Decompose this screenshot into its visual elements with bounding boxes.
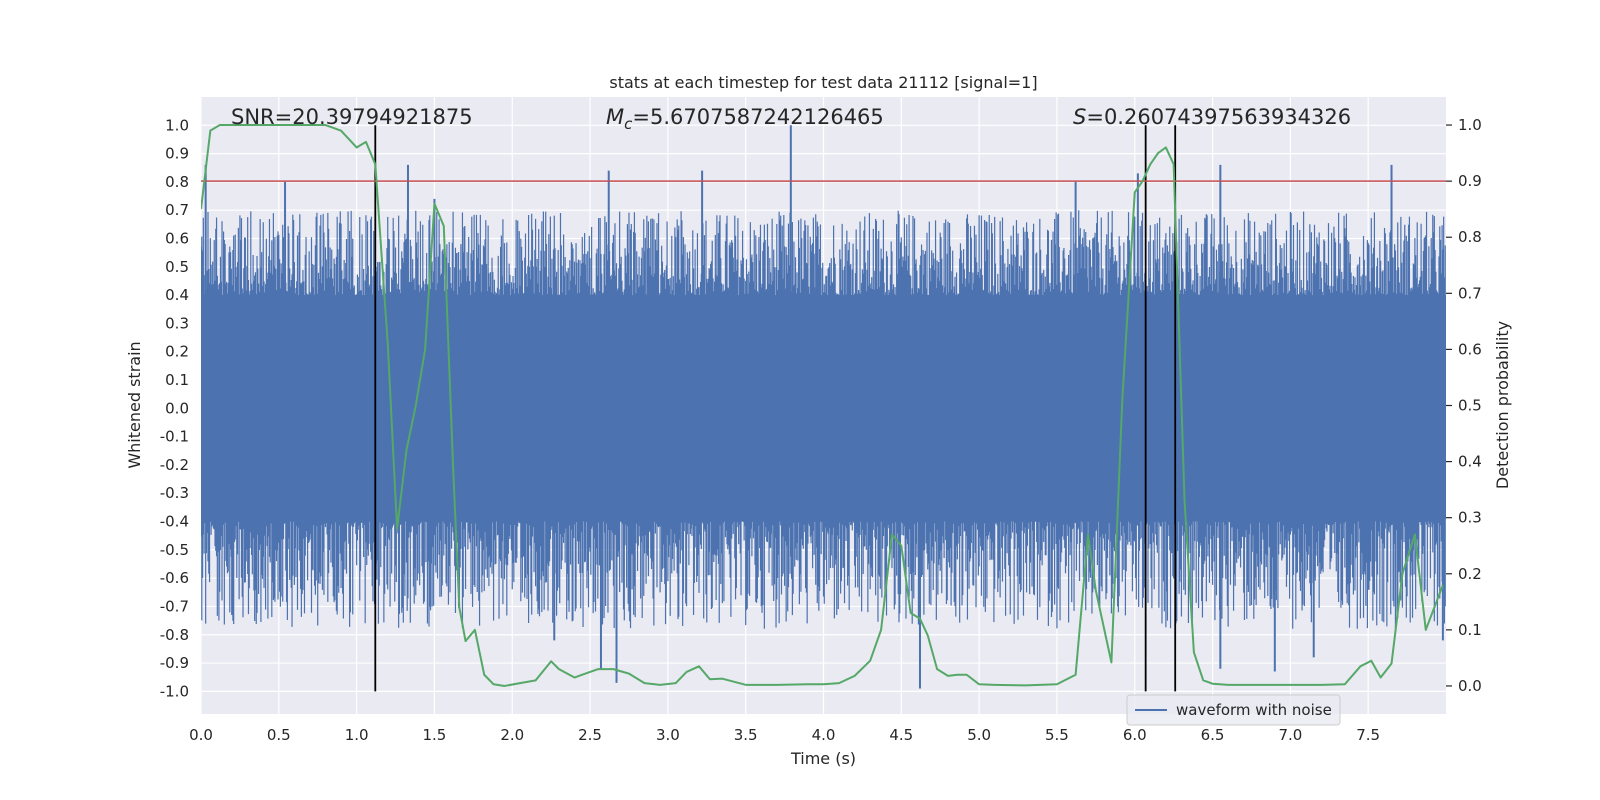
legend-label: waveform with noise <box>1176 701 1332 719</box>
x-tick-label: 3.5 <box>734 726 758 744</box>
y-right-tick-label: 0.2 <box>1458 565 1482 583</box>
y-right-tick-label: 0.7 <box>1458 284 1482 302</box>
y-right-tick-label: 0.4 <box>1458 453 1482 471</box>
y-left-tick-label: -0.1 <box>160 428 189 446</box>
s-value: =0.26074397563934326 <box>1086 105 1351 129</box>
y-left-tick-label: 0.9 <box>165 145 189 163</box>
x-tick-label: 5.0 <box>967 726 991 744</box>
y-left-tick-label: -0.7 <box>160 597 189 615</box>
x-tick-label: 2.0 <box>500 726 524 744</box>
y-right-tick-label: 0.9 <box>1458 172 1482 190</box>
y-right-tick-label: 0.8 <box>1458 228 1482 246</box>
chirp-mass-subscript: c <box>624 115 633 133</box>
y-left-tick-label: -0.9 <box>160 654 189 672</box>
y-left-tick-label: -0.3 <box>160 484 189 502</box>
y-left-tick-label: 0.2 <box>165 343 189 361</box>
chart-title: stats at each timestep for test data 211… <box>609 73 1037 92</box>
y-left-tick-label: -1.0 <box>160 682 189 700</box>
x-tick-label: 3.0 <box>656 726 680 744</box>
detection-probability-line <box>201 124 1444 687</box>
y-left-tick-label: 0.8 <box>165 173 189 191</box>
y-right-tick-label: 0.6 <box>1458 340 1482 358</box>
s-symbol: S <box>1073 105 1086 129</box>
y-left-tick-label: 0.0 <box>165 399 189 417</box>
x-tick-label: 0.5 <box>267 726 291 744</box>
y-right-tick-label: 0.1 <box>1458 621 1482 639</box>
y-axis-left-title: Whitened strain <box>125 341 144 468</box>
y-left-tick-label: -0.8 <box>160 626 189 644</box>
y-left-tick-label: 0.1 <box>165 371 189 389</box>
legend: waveform with noise <box>1126 694 1341 726</box>
y-left-tick-label: 0.3 <box>165 314 189 332</box>
x-tick-label: 7.5 <box>1356 726 1380 744</box>
y-right-tick-label: 0.3 <box>1458 509 1482 527</box>
x-axis-title: Time (s) <box>790 749 856 768</box>
x-tick-label: 1.0 <box>345 726 369 744</box>
y-left-tick-label: 1.0 <box>165 116 189 134</box>
detection-probability-series <box>201 124 1444 687</box>
s-annotation: S=0.26074397563934326 <box>1073 105 1351 129</box>
waveform-dense-band <box>201 295 1446 519</box>
y-left-tick-label: -0.5 <box>160 541 189 559</box>
y-left-tick-label: 0.5 <box>165 258 189 276</box>
y-left-tick-label: -0.2 <box>160 456 189 474</box>
y-left-tick-label: 0.4 <box>165 286 189 304</box>
waveform-series <box>201 125 1446 689</box>
y-right-tick-label: 0.0 <box>1458 677 1482 695</box>
chirp-mass-annotation: Mc=5.6707587242126465 <box>606 105 884 133</box>
snr-annotation: SNR=20.39794921875 <box>231 105 473 129</box>
x-tick-label: 6.5 <box>1201 726 1225 744</box>
y-left-tick-label: -0.4 <box>160 513 189 531</box>
chirp-mass-symbol: M <box>606 105 624 129</box>
x-tick-label: 0.0 <box>189 726 213 744</box>
x-tick-label: 1.5 <box>423 726 447 744</box>
x-tick-label: 4.0 <box>812 726 836 744</box>
x-tick-label: 4.5 <box>889 726 913 744</box>
x-tick-label: 5.5 <box>1045 726 1069 744</box>
y-axis-right-title: Detection probability <box>1493 321 1512 489</box>
axis-ticks: 0.0 0.5 1.0 1.5 2.0 2.5 3.0 3.5 4.0 4.5 5.0 5.5 6.0 6… <box>160 116 1482 744</box>
y-left-tick-label: 0.6 <box>165 230 189 248</box>
x-tick-label: 2.5 <box>578 726 602 744</box>
chirp-mass-value: =5.6707587242126465 <box>632 105 883 129</box>
y-left-tick-label: 0.7 <box>165 201 189 219</box>
x-tick-label: 7.0 <box>1278 726 1302 744</box>
y-right-tick-label: 1.0 <box>1458 116 1482 134</box>
legend-box <box>1126 694 1341 726</box>
x-tick-label: 6.0 <box>1123 726 1147 744</box>
y-right-tick-label: 0.5 <box>1458 397 1482 415</box>
y-left-tick-label: -0.6 <box>160 569 189 587</box>
